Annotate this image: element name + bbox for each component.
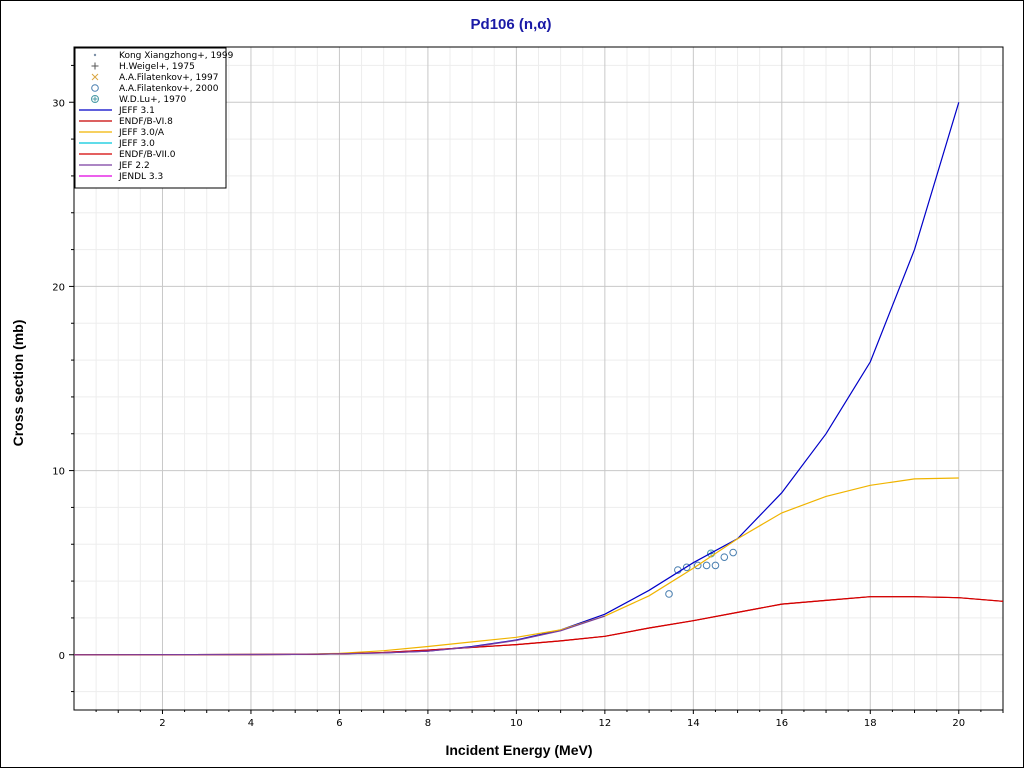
x-tick-label: 16: [775, 718, 788, 729]
x-axis-label: Incident Energy (MeV): [445, 742, 592, 758]
y-tick-label: 20: [52, 282, 65, 293]
x-tick-label: 6: [336, 718, 342, 729]
legend-item-jeff-3-0-a: JEFF 3.0/A: [79, 128, 165, 138]
x-tick-label: 2: [159, 718, 165, 729]
legend-label: JENDL 3.3: [118, 172, 163, 182]
legend-label: H.Weigel+, 1975: [119, 62, 195, 72]
legend-label: Kong Xiangzhong+, 1999: [119, 51, 234, 61]
data-point-a-a-filatenkov-2000: [693, 561, 702, 570]
data-point-a-a-filatenkov-2000: [729, 548, 737, 557]
y-tick-label: 30: [52, 98, 65, 109]
legend-item-jeff-3-0: JEFF 3.0: [79, 139, 155, 149]
data-point-a-a-filatenkov-2000: [702, 561, 711, 570]
x-tick-label: 20: [952, 718, 965, 729]
x-tick-label: 8: [425, 718, 431, 729]
legend-label: ENDF/B-VII.0: [119, 150, 176, 160]
chart-title: Pd106 (n,α): [471, 16, 552, 33]
legend-item-h-weigel-1975: H.Weigel+, 1975: [91, 62, 195, 72]
legend-marker: [91, 95, 99, 103]
series-line-jef-2-2: [73, 615, 606, 656]
legend-item-endf-b-vi-8: ENDF/B-VI.8: [79, 117, 173, 127]
legend-label: A.A.Filatenkov+, 1997: [119, 73, 218, 83]
x-tick-label: 4: [248, 718, 254, 729]
x-tick-label: 10: [510, 718, 523, 729]
legend-item-kong-xiangzhong-1999: Kong Xiangzhong+, 1999: [93, 51, 234, 61]
legend-label: JEFF 3.0/A: [118, 128, 165, 138]
legend-item-jeff-3-1: JEFF 3.1: [79, 106, 155, 116]
x-tick-label: 12: [598, 718, 611, 729]
legend-item-w-d-lu-1970: W.D.Lu+, 1970: [91, 95, 187, 105]
legend-item-a-a-filatenkov-2000: A.A.Filatenkov+, 2000: [91, 84, 219, 94]
data-point-a-a-filatenkov-2000: [720, 553, 729, 561]
legend-item-jendl-3-3: JENDL 3.3: [79, 172, 163, 182]
legend-marker: [91, 73, 99, 81]
legend-label: JEFF 3.1: [118, 106, 155, 116]
legend-label: ENDF/B-VI.8: [119, 117, 173, 127]
legend-item-endf-b-vii-0: ENDF/B-VII.0: [79, 150, 176, 160]
legend-label: JEFF 3.0: [118, 139, 155, 149]
legend-item-jef-2-2: JEF 2.2: [79, 161, 150, 171]
legend-label: JEF 2.2: [118, 161, 150, 171]
data-point-a-a-filatenkov-2000: [711, 561, 720, 570]
data-point-a-a-filatenkov-2000: [665, 590, 673, 598]
legend-item-a-a-filatenkov-1997: A.A.Filatenkov+, 1997: [91, 73, 218, 83]
legend-label: A.A.Filatenkov+, 2000: [119, 84, 219, 94]
series-layer: [73, 102, 1004, 656]
legend-marker: [93, 53, 97, 57]
axis-ticks: 2 4 6 8 10 12 14 16 18 20 0 10 20 30: [52, 64, 1004, 729]
data-point-a-a-filatenkov-2000: [682, 563, 691, 572]
legend-label: W.D.Lu+, 1970: [119, 95, 187, 105]
legend-marker: [91, 62, 99, 70]
x-tick-label: 18: [864, 718, 877, 729]
minor-gridlines: [74, 47, 1004, 710]
y-tick-label: 10: [52, 467, 65, 478]
x-tick-label: 14: [687, 718, 700, 729]
legend-marker: [91, 84, 99, 92]
y-tick-label: 0: [59, 651, 65, 662]
y-axis-label: Cross section (mb): [10, 320, 26, 447]
